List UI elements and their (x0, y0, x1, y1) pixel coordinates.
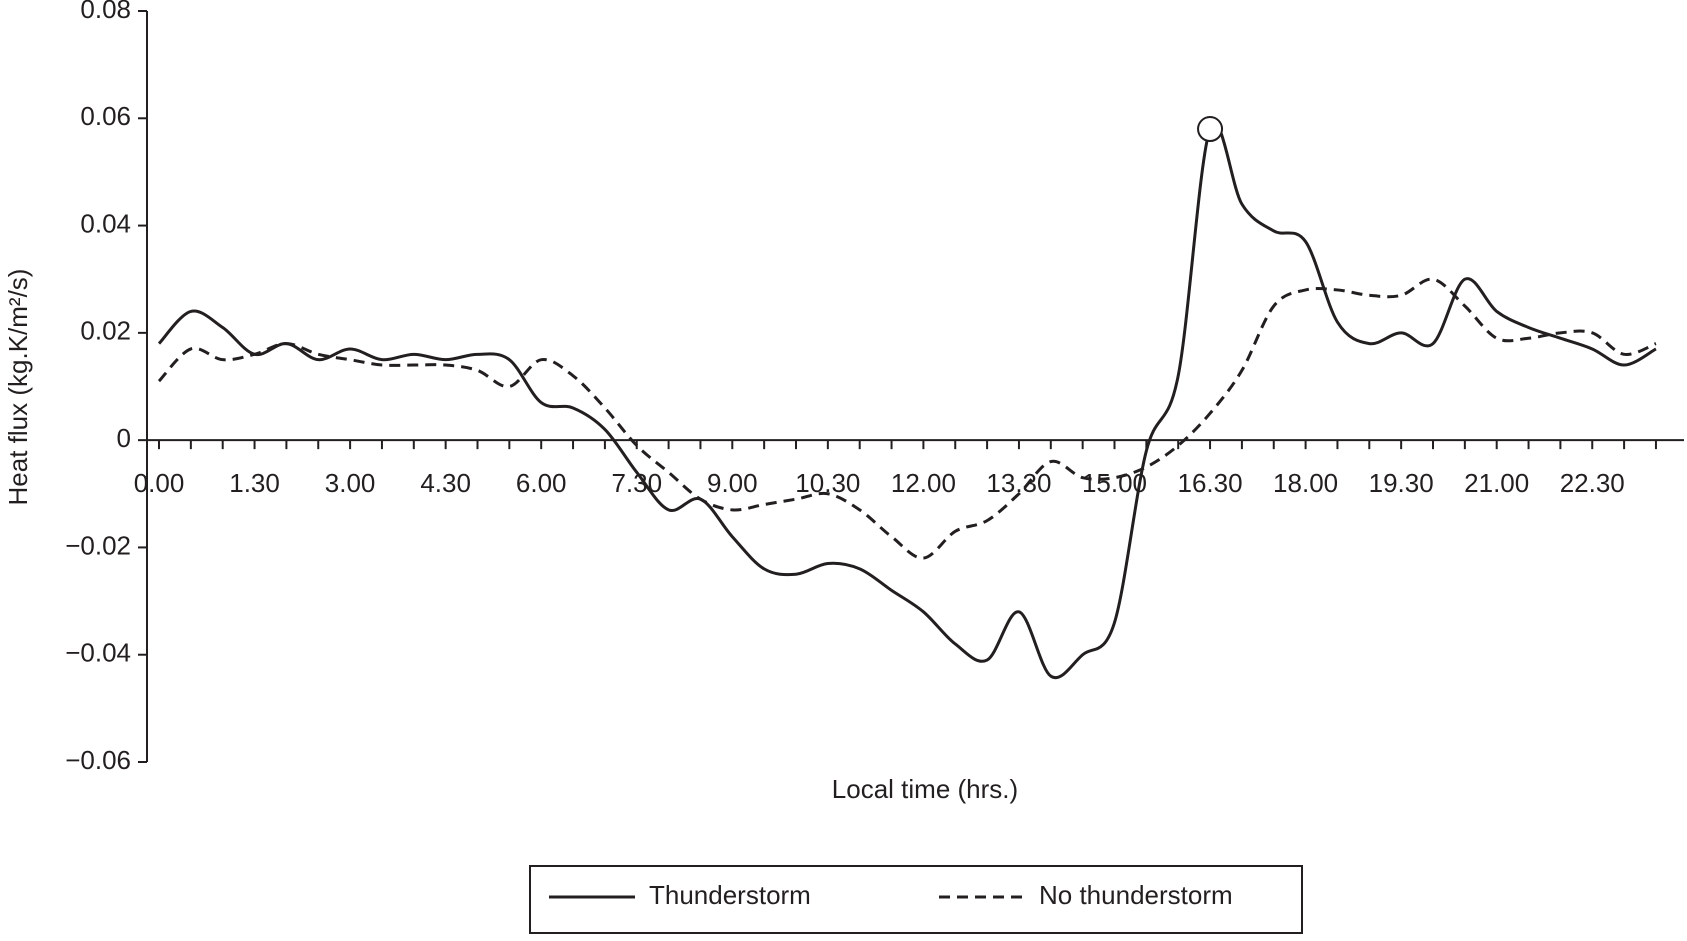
x-tick-label: 22.30 (1560, 468, 1625, 498)
series-line (157, 277, 1657, 560)
y-tick-label: −0.02 (65, 530, 131, 560)
y-tick-label: −0.04 (65, 638, 131, 668)
x-tick-label: 4.30 (420, 468, 471, 498)
x-tick-label: 3.00 (325, 468, 376, 498)
y-tick-label: 0 (117, 423, 131, 453)
peak-marker (1197, 116, 1224, 143)
legend-label: No thunderstorm (1039, 880, 1233, 910)
x-tick-label: 9.00 (707, 468, 758, 498)
x-tick-label: 12.00 (891, 468, 956, 498)
y-tick-label: 0.06 (80, 101, 131, 131)
x-tick-label: 0.00 (134, 468, 185, 498)
x-tick-label: 6.00 (516, 468, 567, 498)
x-tick-label: 16.30 (1178, 468, 1243, 498)
y-axis-title: Heat flux (kg.K/m²/s) (3, 269, 33, 506)
x-tick-label: 21.00 (1464, 468, 1529, 498)
y-tick-label: 0.08 (80, 0, 131, 24)
x-tick-label: 1.30 (229, 468, 280, 498)
legend-box (529, 865, 1303, 934)
legend-label: Thunderstorm (649, 880, 811, 910)
series-line (157, 121, 1657, 680)
y-tick-label: 0.02 (80, 316, 131, 346)
y-tick-label: 0.04 (80, 208, 131, 238)
y-tick-label: −0.06 (65, 745, 131, 775)
x-tick-label: 18.00 (1273, 468, 1338, 498)
x-tick-label: 19.30 (1369, 468, 1434, 498)
x-axis-title: Local time (hrs.) (832, 774, 1018, 804)
